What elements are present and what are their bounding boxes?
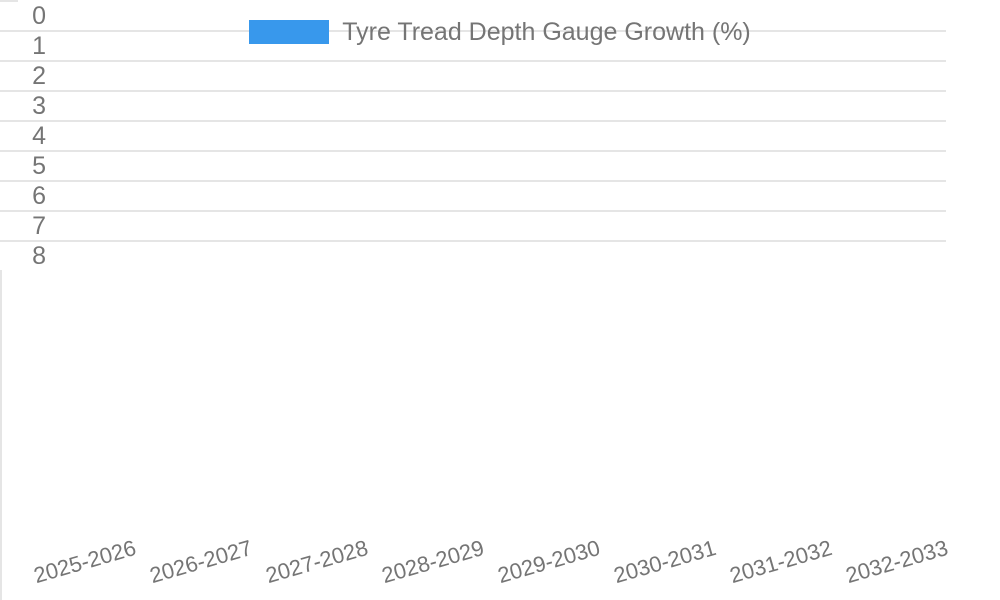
x-axis-tick-label: 2027-2028	[262, 535, 371, 589]
gridline-horizontal	[0, 30, 946, 32]
y-axis-tick-label: 6	[32, 182, 46, 210]
y-axis-tick-label: 7	[32, 212, 46, 240]
gridline-horizontal	[0, 210, 946, 212]
y-axis-tick-label: 0	[32, 2, 46, 30]
y-axis-tick-label: 2	[32, 62, 46, 90]
x-axis-tick-label: 2029-2030	[494, 535, 603, 589]
x-axis-tick-label: 2032-2033	[842, 535, 951, 589]
x-axis-tick-label: 2026-2027	[146, 535, 255, 589]
y-axis-tick-label: 1	[32, 32, 46, 60]
gridline-horizontal	[0, 240, 946, 242]
y-axis-tick-label: 5	[32, 152, 46, 180]
y-axis-tick	[0, 0, 18, 2]
y-axis-tick-label: 3	[32, 92, 46, 120]
legend[interactable]: Tyre Tread Depth Gauge Growth (%)	[0, 16, 1000, 48]
gridline-horizontal	[0, 90, 946, 92]
gridline-horizontal	[0, 60, 946, 62]
x-axis-tick-label: 2030-2031	[610, 535, 719, 589]
x-axis-tick-label: 2025-2026	[30, 535, 139, 589]
x-axis-tick-label: 2031-2032	[726, 535, 835, 589]
x-axis-tick-label: 2028-2029	[378, 535, 487, 589]
y-axis-tick-label: 8	[32, 242, 46, 270]
gridline-horizontal	[0, 180, 946, 182]
legend-label: Tyre Tread Depth Gauge Growth (%)	[342, 18, 751, 46]
gridline-vertical	[0, 270, 2, 600]
gridline-horizontal	[0, 120, 946, 122]
gridline-horizontal	[0, 150, 946, 152]
legend-swatch	[249, 20, 330, 44]
y-axis-tick-label: 4	[32, 122, 46, 150]
